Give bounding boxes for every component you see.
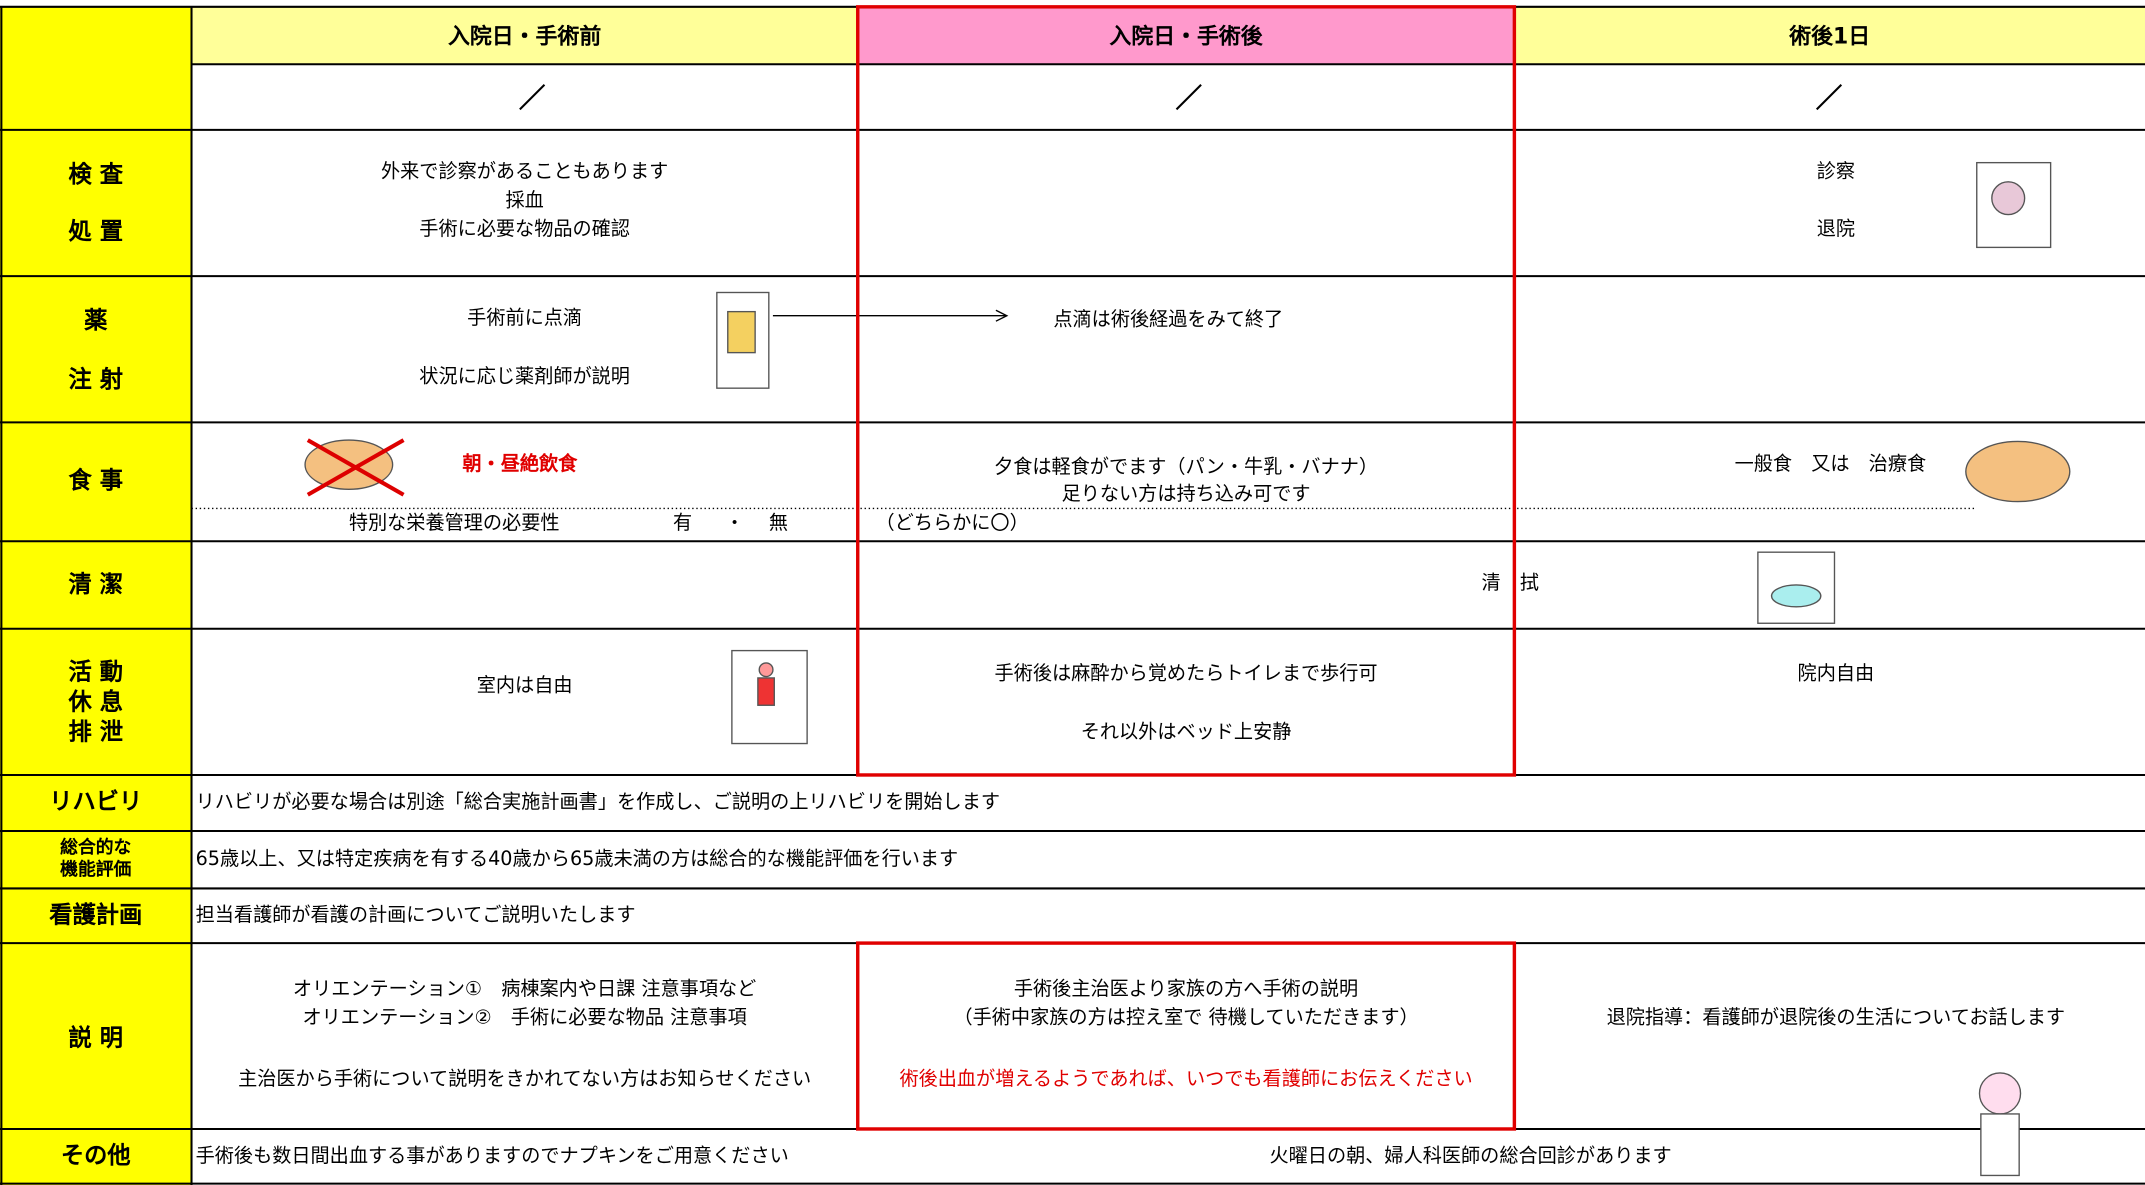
row-label: 注 射 bbox=[68, 366, 124, 394]
cell-text: 室内は自由 bbox=[476, 675, 573, 698]
cell-text: 外来で診察があることもあります bbox=[380, 161, 669, 184]
cell-text: 担当看護師が看護の計画についてご説明いたします bbox=[195, 904, 636, 927]
row-label: 検 査 bbox=[68, 161, 124, 189]
cell-text: 一般食 又は 治療食 bbox=[1734, 453, 1927, 476]
cell-text: 採血 bbox=[505, 189, 544, 212]
row-label: 看護計画 bbox=[49, 902, 143, 930]
cell-text: 火曜日の朝、婦人科医師の総合回診があります bbox=[1269, 1145, 1672, 1168]
row-label: 機能評価 bbox=[60, 859, 132, 881]
nutrition-note: （どちらかに〇） bbox=[875, 512, 1029, 535]
cell-text: 主治医から手術について説明をきかれてない方はお知らせください bbox=[238, 1068, 812, 1091]
row-label: 薬 bbox=[84, 307, 108, 335]
column-header: 入院日・手術前 bbox=[447, 23, 602, 50]
cell-text: リハビリが必要な場合は別途「総合実施計画書」を作成し、ご説明の上リハビリを開始し… bbox=[195, 791, 1001, 814]
cell-text: 足りない方は持ち込み可です bbox=[1061, 483, 1311, 506]
option-separator: ・ bbox=[725, 512, 745, 535]
cell-text: 手術後も数日間出血する事がありますのでナプキンをご用意ください bbox=[195, 1145, 789, 1168]
cell-text: 手術に必要な物品の確認 bbox=[419, 218, 630, 241]
nutrition-text: 特別な栄養管理の必要性 bbox=[348, 512, 560, 535]
row-label: 休 息 bbox=[68, 688, 124, 717]
cell-text: 院内自由 bbox=[1797, 662, 1875, 685]
row-label: 食 事 bbox=[68, 467, 124, 495]
row-label: その他 bbox=[60, 1142, 131, 1170]
cell-text: オリエンテーション① 病棟案内や日課 注意事項など bbox=[292, 978, 757, 1001]
warning-text: 術後出血が増えるようであれば、いつでも看護師にお伝えください bbox=[899, 1068, 1473, 1091]
cell-text: 診察 bbox=[1816, 161, 1856, 184]
row-label: リハビリ bbox=[49, 788, 143, 816]
option: 有 bbox=[673, 512, 693, 535]
option: 無 bbox=[768, 512, 788, 535]
cell-text: 手術前に点滴 bbox=[467, 307, 583, 330]
cell-text: オリエンテーション② 手術に必要な物品 注意事項 bbox=[302, 1007, 747, 1030]
cell-text: 夕食は軽食がでます（パン・牛乳・バナナ） bbox=[994, 456, 1379, 479]
column-header: 入院日・手術後 bbox=[1109, 23, 1263, 50]
cell-text: 65歳以上、又は特定疾病を有する40歳から65歳未満の方は総合的な機能評価を行い… bbox=[195, 848, 959, 871]
row-label: 排 泄 bbox=[68, 718, 124, 747]
cell-text: 清 拭 bbox=[1481, 572, 1539, 595]
cell-text: 手術後主治医より家族の方へ手術の説明 bbox=[1013, 978, 1359, 1001]
cell-text: 朝・昼絶飲食 bbox=[462, 453, 578, 476]
cell-text: （手術中家族の方は控え室で 待機していただきます） bbox=[953, 1007, 1419, 1030]
cell-text: 退院 bbox=[1816, 218, 1856, 241]
column-header: 術後1日 bbox=[1789, 23, 1871, 50]
row-label: 処 置 bbox=[68, 218, 124, 247]
row-label: 説 明 bbox=[68, 1025, 124, 1053]
cell-text: 手術後は麻酔から覚めたらトイレまで歩行可 bbox=[994, 662, 1378, 685]
cell-text: 点滴は術後経過をみて終了 bbox=[1053, 308, 1284, 331]
row-label: 清 潔 bbox=[68, 571, 124, 599]
row-label: 活 動 bbox=[68, 658, 124, 687]
cell-text: それ以外はベッド上安静 bbox=[1080, 721, 1292, 744]
row-label: 総合的な bbox=[60, 837, 132, 859]
cell-text: 状況に応じ薬剤師が説明 bbox=[419, 366, 630, 389]
cell-text: 退院指導：看護師が退院後の生活についてお話します bbox=[1606, 1007, 2066, 1030]
